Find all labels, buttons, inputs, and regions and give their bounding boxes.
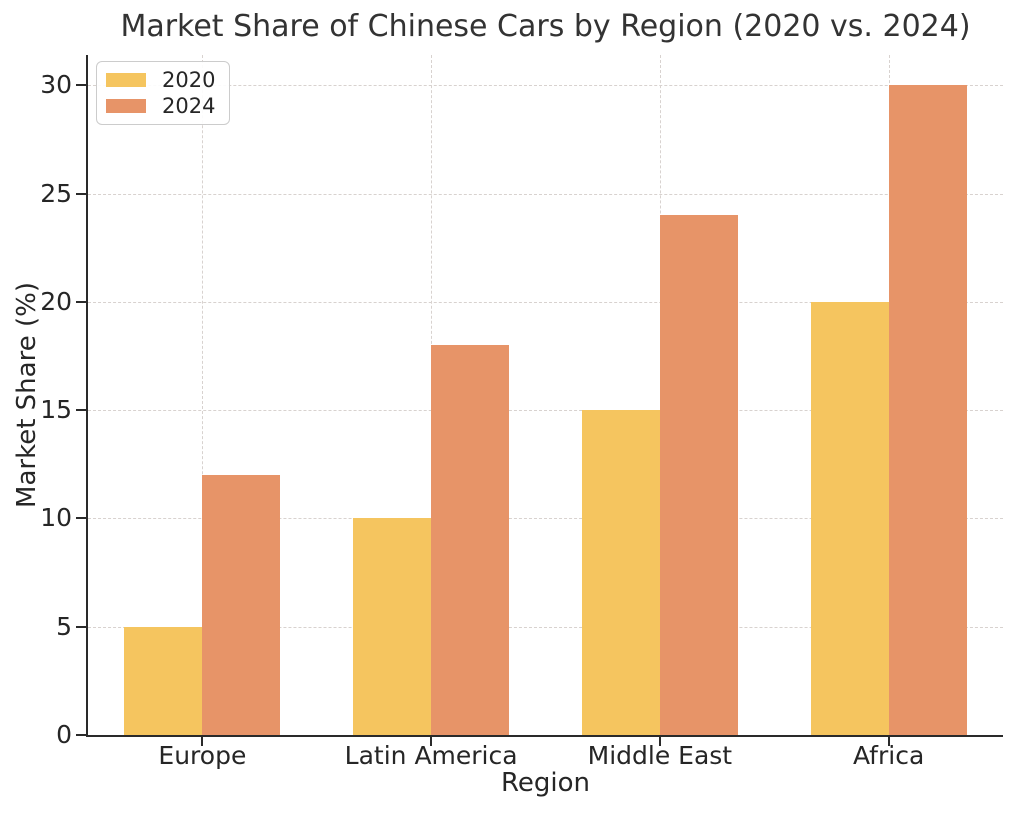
bar-2020-latin-america	[353, 518, 432, 735]
x-axis-label: Region	[500, 768, 590, 798]
bar-2024-africa	[888, 85, 967, 735]
legend-label-2024: 2024	[162, 94, 216, 118]
y-tick-mark-5	[76, 625, 86, 628]
legend-item-2020: 2020	[106, 67, 215, 93]
y-tick-label-0: 0	[56, 720, 72, 749]
bar-2020-middle-east	[581, 410, 660, 735]
y-tick-label-15: 15	[40, 395, 72, 425]
y-tick-mark-0	[76, 734, 86, 736]
y-tick-mark-20	[76, 300, 86, 303]
legend-label-2020: 2020	[162, 68, 216, 92]
bar-2024-middle-east	[659, 215, 738, 735]
chart-title: Market Share of Chinese Cars by Region (…	[120, 9, 971, 44]
bar-2024-latin-america	[431, 345, 510, 735]
gridline-horizontal-30	[88, 85, 1003, 87]
x-tick-mark-latin-america	[430, 737, 433, 746]
y-tick-label-5: 5	[56, 611, 72, 641]
y-tick-label-20: 20	[40, 286, 72, 316]
legend-item-2024: 2024	[106, 93, 215, 119]
gridline-horizontal-25	[88, 193, 1003, 195]
legend-swatch-2024	[106, 99, 146, 113]
bar-2024-europe	[202, 475, 281, 735]
legend: 2020 2024	[96, 61, 231, 125]
gridline-horizontal-15	[88, 410, 1003, 412]
y-tick-mark-25	[76, 192, 86, 195]
legend-swatch-2020	[106, 73, 146, 87]
y-tick-mark-30	[76, 84, 86, 87]
bar-2020-africa	[810, 301, 889, 735]
y-axis-spine	[86, 55, 88, 737]
gridline-vertical-europe	[202, 55, 204, 735]
x-tick-mark-middle-east	[658, 737, 661, 746]
y-tick-label-10: 10	[40, 503, 72, 533]
x-tick-mark-europe	[201, 737, 204, 746]
y-tick-label-30: 30	[40, 70, 72, 100]
y-tick-mark-10	[76, 517, 86, 520]
x-tick-mark-africa	[887, 737, 890, 746]
gridline-horizontal-5	[88, 626, 1003, 628]
y-tick-mark-15	[76, 409, 86, 412]
gridline-horizontal-20	[88, 301, 1003, 303]
y-tick-label-25: 25	[40, 178, 72, 208]
gridline-horizontal-10	[88, 518, 1003, 520]
x-axis-spine	[86, 735, 1003, 737]
bar-2020-europe	[124, 626, 203, 735]
